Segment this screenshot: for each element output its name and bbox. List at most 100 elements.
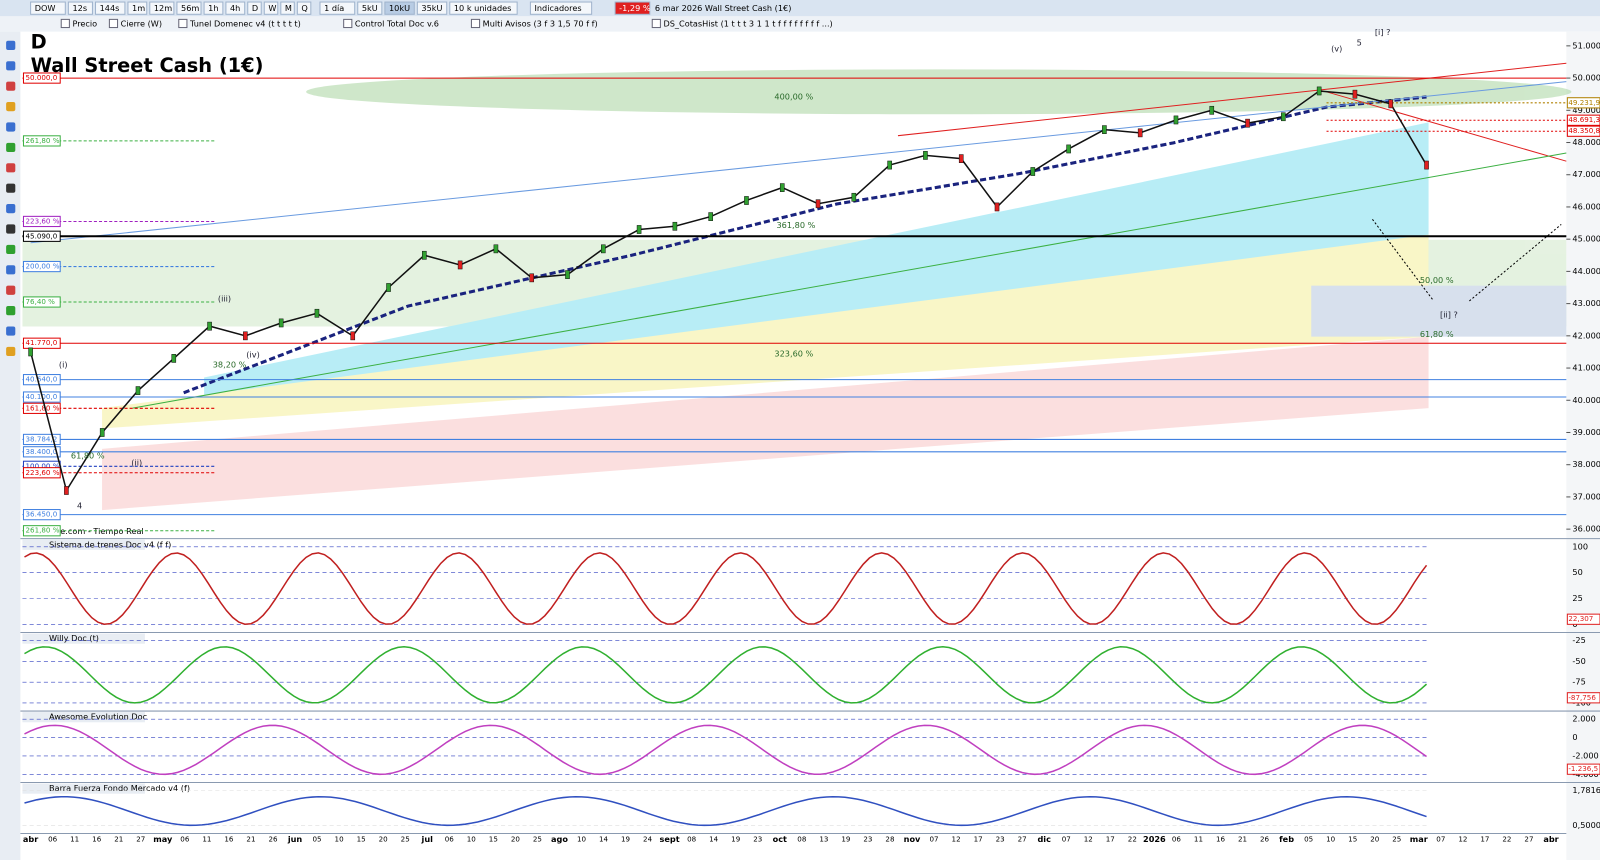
toolbar-button[interactable] <box>263 1 279 15</box>
toolbar-label[interactable]: 1m <box>132 3 145 13</box>
panel-title[interactable]: Barra Fuerza Fondo Mercado v4 (f) <box>49 783 190 793</box>
trend-line <box>897 62 1567 137</box>
legend-check[interactable] <box>178 18 188 29</box>
x-tick-label: 06 <box>445 835 455 844</box>
legend-item[interactable]: Tunel Domenec v4 (t t t t t) <box>189 18 301 28</box>
legend-item[interactable]: Precio <box>72 18 97 28</box>
legend-check[interactable] <box>651 18 661 29</box>
panel-title[interactable]: Sistema de trenes Doc v4 (f f) <box>49 539 171 549</box>
toolbar-button[interactable] <box>614 1 651 15</box>
x-tick-label: 08 <box>687 835 697 844</box>
panel-tick: 0 <box>1572 732 1577 742</box>
toolbar-label[interactable]: 12m <box>154 3 172 13</box>
price-label: 49.231,9 <box>1568 98 1600 107</box>
price-label: 48.691,3 <box>1568 115 1600 124</box>
panel-tick: 100 <box>1572 541 1588 551</box>
toolbar-button[interactable] <box>449 1 518 15</box>
annotation: 61,80 % <box>71 451 105 461</box>
level-label: 161,80 % <box>26 403 60 412</box>
panel-title[interactable]: Willy Doc (t) <box>49 633 99 643</box>
toolbar-button[interactable] <box>30 1 66 15</box>
tool-icon[interactable] <box>6 204 16 214</box>
toolbar-label[interactable]: Q <box>301 3 307 13</box>
level-label: 50.000,0 <box>26 73 58 82</box>
level-box <box>22 446 61 458</box>
zone <box>204 122 1429 409</box>
toolbar-button[interactable] <box>529 1 593 15</box>
tool-icon[interactable] <box>6 224 16 234</box>
tool-icon[interactable] <box>6 122 16 132</box>
toolbar-button[interactable] <box>176 1 202 15</box>
x-tick-label: 27 <box>136 835 145 844</box>
y-tick-label: 41.000 <box>1572 363 1600 373</box>
tool-icon[interactable] <box>6 142 16 153</box>
toolbar-button[interactable] <box>203 1 224 15</box>
tool-icon[interactable] <box>6 306 16 316</box>
legend-check[interactable] <box>60 18 70 29</box>
toolbar-button[interactable] <box>149 1 175 15</box>
projection <box>1372 219 1435 302</box>
tool-icon[interactable] <box>6 102 16 112</box>
toolbar-label[interactable]: 35kU <box>421 3 442 13</box>
panel-header <box>22 712 145 723</box>
toolbar-label[interactable]: 5kU <box>362 3 378 13</box>
toolbar-label[interactable]: 4h <box>230 3 240 13</box>
tool-icon[interactable] <box>6 244 16 255</box>
toolbar-button[interactable] <box>384 1 415 15</box>
legend-check[interactable] <box>343 18 353 29</box>
toolbar-label[interactable]: -1,29 % <box>619 3 651 13</box>
y-tick-label: 45.000 <box>1572 234 1600 244</box>
toolbar-label[interactable]: M <box>285 3 292 13</box>
tool-icon[interactable] <box>6 163 16 173</box>
x-tick-label: 10 <box>467 835 477 844</box>
toolbar-label[interactable]: 1 día <box>324 3 344 13</box>
toolbar-label[interactable]: 56m <box>181 3 199 13</box>
annotation: (iv) <box>246 350 259 360</box>
legend-item[interactable]: Control Total Doc v.6 <box>355 18 439 28</box>
tool-icon[interactable] <box>6 285 16 295</box>
toolbar-button[interactable] <box>225 1 246 15</box>
tools[interactable] <box>6 40 16 357</box>
legend-check[interactable] <box>470 18 481 29</box>
legend-check[interactable] <box>108 18 119 29</box>
x-tick-label: jun <box>287 834 303 844</box>
legend-item[interactable]: Cierre (W) <box>121 18 162 28</box>
toolbar-button[interactable] <box>416 1 448 15</box>
toolbar-button[interactable] <box>94 1 126 15</box>
tool-icon[interactable] <box>6 40 16 50</box>
x-tick-label: 10 <box>1326 835 1336 844</box>
candle <box>815 199 821 209</box>
panel-title[interactable]: Awesome Evolution Doc <box>49 712 147 722</box>
x-tick-label: 06 <box>180 835 190 844</box>
tool-icon[interactable] <box>6 183 16 193</box>
toolbar-label[interactable]: W <box>268 3 276 13</box>
x-tick-label: may <box>153 834 173 844</box>
legend-item[interactable]: DS_CotasHist (1 t t t 3 1 1 t f f f f f … <box>663 18 832 28</box>
toolbar-label[interactable]: 1h <box>208 3 218 13</box>
tool-icon[interactable] <box>6 265 16 275</box>
toolbar-label[interactable]: DOW <box>35 3 56 13</box>
toolbar-button[interactable] <box>357 1 383 15</box>
toolbar-label[interactable]: Indicadores <box>534 3 581 13</box>
toolbar-label[interactable]: 10kU <box>389 3 410 13</box>
toolbar-button[interactable] <box>296 1 312 15</box>
level-label: 223,60 % <box>26 216 60 225</box>
tool-icon[interactable] <box>6 326 16 336</box>
x-tick-label: oct <box>773 834 787 844</box>
toolbar-button[interactable] <box>319 1 356 15</box>
tool-icon[interactable] <box>6 61 16 71</box>
toolbar-button[interactable] <box>280 1 295 15</box>
tool-icon[interactable] <box>6 81 16 91</box>
tool-icon[interactable] <box>6 346 16 357</box>
legend-item[interactable]: Multi Avisos (3 f 3 1,5 70 f f) <box>483 18 598 28</box>
toolbar-button[interactable] <box>67 1 93 15</box>
toolbar-label[interactable]: 10 k unidades <box>454 3 512 13</box>
toolbar-label[interactable]: D <box>252 3 258 13</box>
toolbar-label[interactable]: 12s <box>72 3 87 13</box>
toolbar-button[interactable] <box>127 1 148 15</box>
toolbar-button[interactable] <box>247 1 262 15</box>
x-tick-label: abr <box>23 834 38 844</box>
x-tick-label: 23 <box>753 835 762 844</box>
toolbar-label[interactable]: 144s <box>100 3 120 13</box>
